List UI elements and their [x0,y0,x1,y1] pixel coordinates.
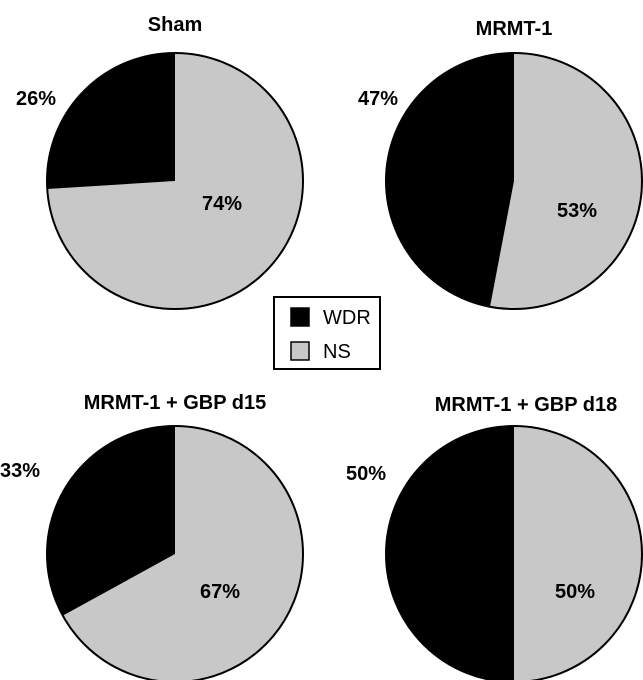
pie-panel-sham: Sham 26% 74% [16,14,304,310]
chart-title: Sham [148,14,202,36]
slice-label-ns: 67% [200,581,240,603]
legend: WDR NS [273,296,381,370]
chart-title: MRMT-1 + GBP d15 [84,392,266,414]
slice-label-wdr: 47% [358,88,398,110]
pie-panel-mrmt1-gbp-d15: MRMT-1 + GBP d15 33% 67% [0,392,304,680]
slice-label-wdr: 50% [346,463,386,485]
pie-slice-ns [62,426,303,680]
legend-swatch-ns [290,341,310,361]
pie-slice-ns [514,426,642,680]
chart-title: MRMT-1 + GBP d18 [435,394,617,416]
pie-panel-mrmt1-gbp-d18: MRMT-1 + GBP d18 50% 50% [346,394,643,680]
slice-label-ns: 53% [557,200,597,222]
pie-slice-ns [490,52,643,309]
pie-slice-wdr [386,426,514,680]
pie-outline [46,52,304,310]
legend-label-wdr: WDR [323,307,371,329]
pie-slice-wdr [46,426,175,616]
pie [46,425,304,680]
pie-slice-ns [47,53,303,309]
chart-title: MRMT-1 [476,18,553,40]
legend-label-ns: NS [323,341,351,363]
pie-outline [46,425,304,680]
pie-panel-mrmt1: MRMT-1 47% 53% [358,18,643,310]
pie-slice-wdr [46,53,175,190]
pie-outline [385,52,643,310]
pie-outline [385,425,643,680]
pie [385,425,643,680]
slice-label-ns: 74% [202,193,242,215]
slice-label-ns: 50% [555,581,595,603]
pie-slice-wdr [386,53,514,307]
pie [46,52,304,310]
slice-label-wdr: 26% [16,88,56,110]
legend-swatch-wdr [290,307,310,327]
slice-label-wdr: 33% [0,460,40,482]
pie [385,52,643,310]
